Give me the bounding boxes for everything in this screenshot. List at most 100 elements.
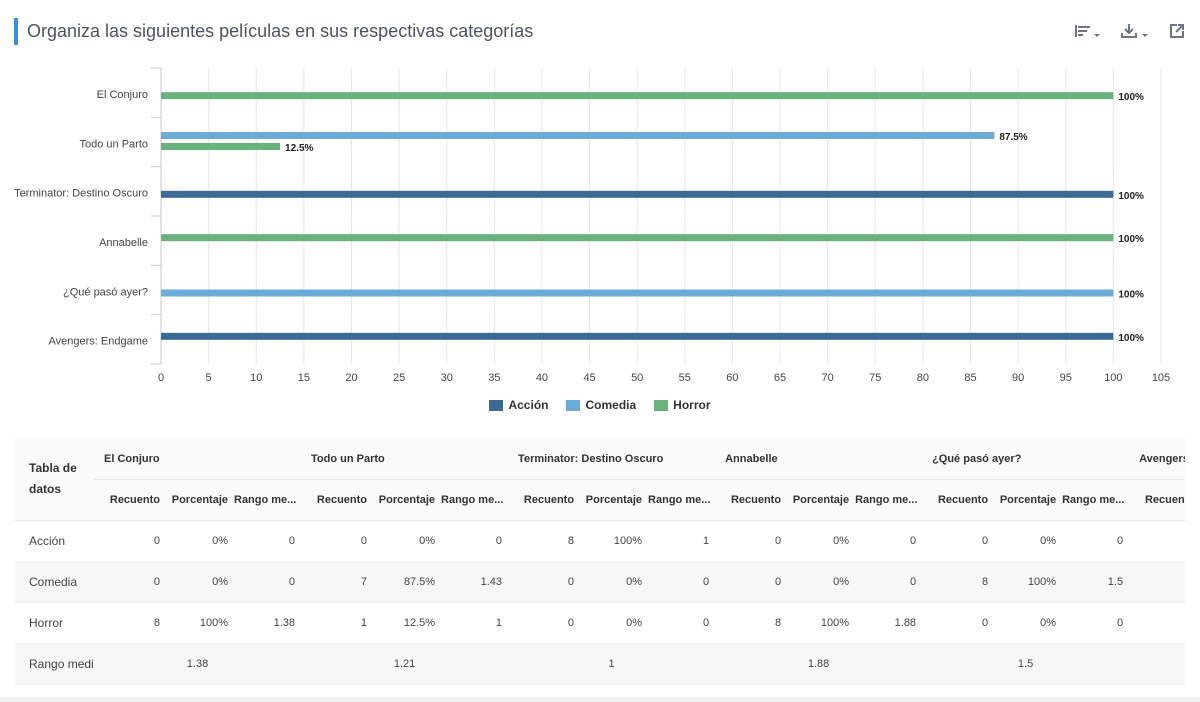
bar-accion[interactable] <box>161 190 1114 198</box>
data-table: Tabla de datos El Conjuro Todo un Parto Ter… <box>15 438 1185 685</box>
table-cell: 0% <box>787 520 856 562</box>
table-cell: 0 <box>648 602 716 644</box>
table-cell: 0 <box>508 602 581 644</box>
table-subheader[interactable]: Porcentaje <box>373 479 442 521</box>
legend-item-2[interactable]: Horror <box>654 398 711 412</box>
bar-comedia[interactable] <box>161 289 1114 297</box>
legend-swatch <box>566 399 581 411</box>
table-subheader[interactable]: Recuento <box>301 479 374 521</box>
x-tick-label: 80 <box>917 372 929 384</box>
x-tick-label: 25 <box>393 372 405 384</box>
table-group-header: El Conjuro <box>94 438 302 480</box>
table-subheader[interactable]: Recuento <box>508 479 581 521</box>
chart-legend: Acción Comedia Horror <box>0 398 1200 412</box>
table-cell: 0 <box>234 561 302 603</box>
legend-label: Acción <box>508 398 549 412</box>
table-cell: 0% <box>580 561 649 603</box>
table-mean-cell: 1.88 <box>715 643 923 685</box>
table-subheader[interactable]: Rango me... <box>1062 479 1130 521</box>
table-subheader[interactable]: Porcentaje <box>580 479 649 521</box>
table-subheader[interactable]: Porcentaje <box>994 479 1063 521</box>
legend-item-1[interactable]: Comedia <box>566 398 636 412</box>
data-table-container: Tabla de datos El Conjuro Todo un Parto Ter… <box>15 438 1185 686</box>
table-group-header: Annabelle <box>715 438 923 480</box>
table-subheader[interactable]: Rango me... <box>648 479 716 521</box>
category-label: Annabelle <box>99 237 148 249</box>
table-subheader[interactable]: Porcentaje <box>166 479 234 521</box>
table-subheader[interactable]: Recuento <box>94 479 166 521</box>
table-cell: 100% <box>994 561 1063 603</box>
table-cell: 8 <box>94 602 166 644</box>
x-tick-label: 65 <box>774 372 786 384</box>
x-tick-label: 55 <box>679 372 691 384</box>
table-cell: 100% <box>580 520 649 562</box>
table-cell: 0 <box>922 602 995 644</box>
table-cell: 0 <box>855 561 923 603</box>
table-cell: 1 <box>648 520 716 562</box>
table-cell: 100% <box>787 602 856 644</box>
sort-button[interactable] <box>1074 22 1102 40</box>
data-label: 12.5% <box>285 143 313 154</box>
download-icon <box>1121 24 1148 38</box>
data-label: 100% <box>1118 333 1144 344</box>
table-cell: 0 <box>855 520 923 562</box>
table-subheader[interactable]: Recuento <box>715 479 788 521</box>
bar-chart: 0 5 10 15 20 25 30 35 40 45 50 55 60 65 70 75 80 85 90 95 10… <box>14 67 1170 384</box>
table-cell: 1.5 <box>1062 561 1130 603</box>
x-tick-label: 105 <box>1152 372 1170 384</box>
table-cell: 1.38 <box>234 602 302 644</box>
x-tick-label: 60 <box>726 372 738 384</box>
table-cell: 8 <box>922 561 995 603</box>
table-subheader[interactable]: Rango me... <box>234 479 302 521</box>
x-tick-label: 100 <box>1104 372 1122 384</box>
table-cell: 0 <box>441 520 509 562</box>
table-corner: Tabla de datos <box>15 438 94 521</box>
x-tick-label: 0 <box>158 372 164 384</box>
table-mean-cell: 1.38 <box>94 643 302 685</box>
table-cell: 1.43 <box>441 561 509 603</box>
table-cell: 8 <box>1129 520 1185 562</box>
bar-horror[interactable] <box>161 143 281 150</box>
category-label: ¿Qué pasó ayer? <box>63 286 148 298</box>
legend-swatch <box>489 399 504 411</box>
table-subheader[interactable]: Rango me... <box>855 479 923 521</box>
table-cell: 0% <box>994 520 1063 562</box>
legend-item-0[interactable]: Acción <box>489 398 548 412</box>
title-bar: Organiza las siguientes películas en sus… <box>14 18 533 45</box>
table-cell: 87.5% <box>373 561 442 603</box>
table-cell: 0% <box>787 561 856 603</box>
share-button[interactable] <box>1168 22 1186 40</box>
table-cell: 0 <box>922 520 995 562</box>
table-cell: 8 <box>715 602 788 644</box>
table-cell: 0% <box>994 602 1063 644</box>
table-subheader[interactable]: Recuento <box>1129 479 1185 521</box>
table-subheader[interactable]: Recuento <box>922 479 995 521</box>
table-cell: 0 <box>1129 561 1185 603</box>
download-button[interactable] <box>1120 22 1150 40</box>
sort-icon <box>1075 25 1100 37</box>
table-subheader[interactable]: Porcentaje <box>787 479 856 521</box>
table-mean-cell: 1.5 <box>922 643 1130 685</box>
x-tick-label: 5 <box>206 372 212 384</box>
table-group-header: Terminator: Destino Oscuro <box>508 438 716 480</box>
x-tick-label: 50 <box>631 372 643 384</box>
bar-horror[interactable] <box>161 92 1114 100</box>
table-cell: 0 <box>1062 520 1130 562</box>
table-cell: 7 <box>301 561 374 603</box>
table-cell: 1 <box>301 602 374 644</box>
x-tick-label: 10 <box>250 372 262 384</box>
table-cell: 0% <box>166 520 234 562</box>
table-group-header: ¿Qué pasó ayer? <box>922 438 1130 480</box>
table-cell: 0 <box>508 561 581 603</box>
category-label: Todo un Parto <box>80 138 149 150</box>
table-subheader[interactable]: Rango me... <box>441 479 509 521</box>
table-cell: 0 <box>715 520 788 562</box>
legend-swatch <box>654 399 669 411</box>
table-cell: 12.5% <box>373 602 442 644</box>
bar-accion[interactable] <box>161 332 1114 340</box>
bar-comedia[interactable] <box>161 132 995 139</box>
bar-horror[interactable] <box>161 234 1114 242</box>
table-cell: 0 <box>1129 602 1185 644</box>
